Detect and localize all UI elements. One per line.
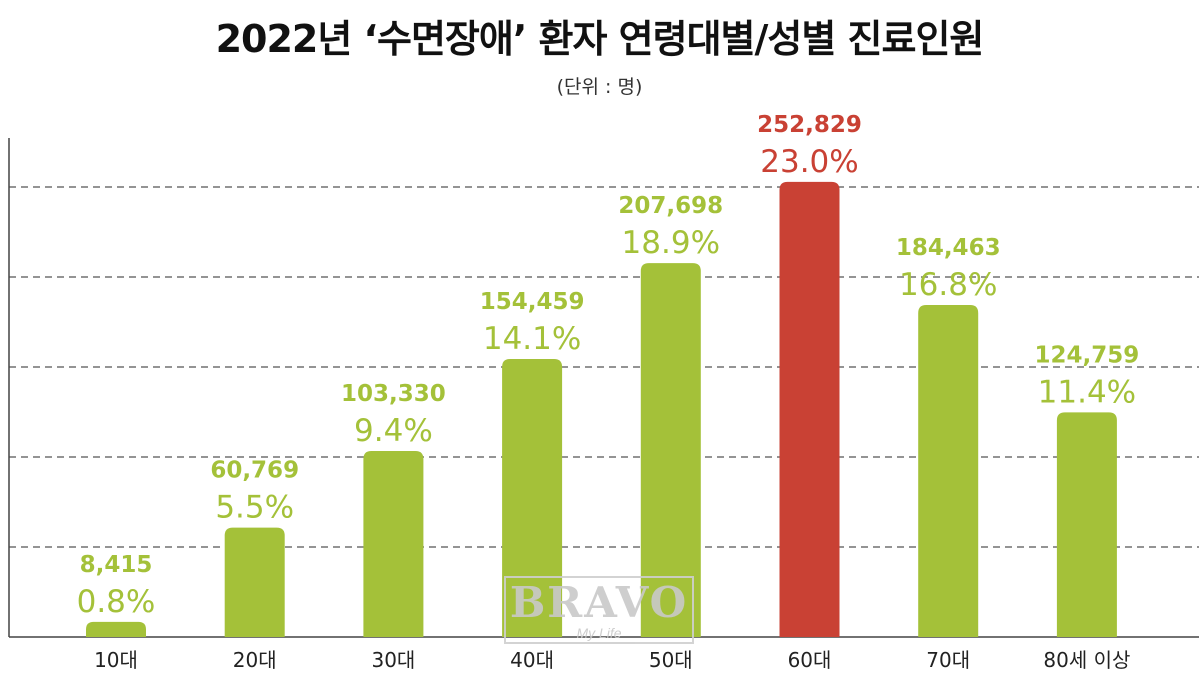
- chart-title: 2022년 ‘수면장애’ 환자 연령대별/성별 진료인원: [215, 17, 985, 61]
- value-label-1: 8,415: [80, 552, 153, 578]
- bar-1: [86, 621, 146, 637]
- x-tick-label-7: 70대: [926, 648, 970, 672]
- percent-label-2: 5.5%: [215, 490, 294, 526]
- value-label-3: 103,330: [341, 381, 446, 407]
- x-tick-label-1: 10대: [94, 648, 138, 672]
- grid-lines: [9, 186, 1199, 548]
- x-tick-label-2: 20대: [233, 648, 277, 672]
- bar-8: [1056, 412, 1117, 637]
- bar-4: [502, 358, 563, 637]
- bar-3: [363, 451, 424, 637]
- x-tick-label-4: 40대: [510, 648, 554, 672]
- value-label-7: 184,463: [896, 235, 1001, 261]
- value-label-2: 60,769: [210, 458, 299, 484]
- percent-label-1: 0.8%: [77, 584, 156, 620]
- bar-5: [640, 263, 701, 637]
- bar-6: [779, 181, 840, 637]
- value-label-5: 207,698: [618, 193, 723, 219]
- x-tick-label-3: 30대: [371, 648, 415, 672]
- percent-label-4: 14.1%: [483, 321, 581, 357]
- bars: [86, 181, 1117, 637]
- x-tick-label-5: 50대: [649, 648, 693, 672]
- percent-label-5: 18.9%: [622, 225, 720, 261]
- bar-2: [224, 527, 285, 637]
- watermark-sub-text: My Life: [576, 625, 622, 641]
- percent-label-7: 16.8%: [899, 267, 997, 303]
- x-tick-label-6: 60대: [788, 648, 832, 672]
- percent-label-8: 11.4%: [1038, 374, 1136, 410]
- value-label-8: 124,759: [1035, 342, 1140, 368]
- x-tick-label-8: 80세 이상: [1043, 648, 1130, 672]
- value-label-4: 154,459: [480, 289, 585, 315]
- chart-subtitle: (단위 : 명): [556, 76, 643, 98]
- percent-label-3: 9.4%: [354, 413, 433, 449]
- x-tick-labels: 10대 20대 30대 40대 50대 60대 70대 80세 이상: [94, 648, 1130, 672]
- bar-7: [918, 304, 979, 637]
- value-label-6: 252,829: [757, 112, 862, 138]
- axes: [8, 138, 1199, 638]
- percent-label-6: 23.0%: [760, 144, 858, 180]
- watermark-main-text: BRAVO: [509, 578, 689, 627]
- data-labels: 8,415 0.8% 60,769 5.5% 103,330 9.4% 154,459 14.…: [77, 112, 1140, 620]
- watermark-logo: BRAVO My Life: [504, 576, 694, 644]
